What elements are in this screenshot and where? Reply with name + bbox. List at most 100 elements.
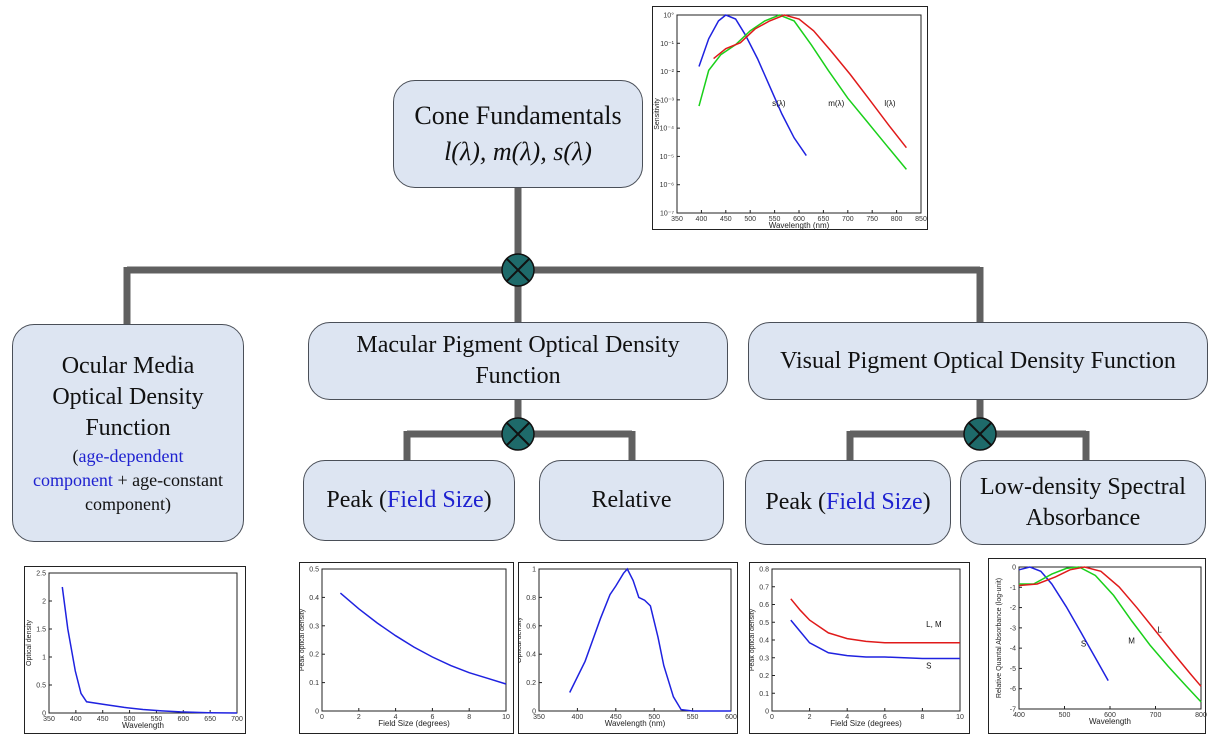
x-tick-label: 450 — [97, 716, 109, 723]
y-axis-label: Sensitivity — [654, 98, 661, 130]
x-axis-label: Wavelength (nm) — [605, 719, 666, 728]
visual-field-size-text: Field Size — [826, 489, 923, 515]
x-tick-label: 700 — [1150, 712, 1162, 719]
age-dependent-text: age-dependent — [78, 445, 184, 466]
x-tick-label: 4 — [394, 714, 398, 721]
x-tick-label: 2 — [357, 714, 361, 721]
x-tick-label: 0 — [770, 714, 774, 721]
x-tick-label: 500 — [648, 714, 660, 721]
x-tick-label: 350 — [43, 716, 55, 723]
y-tick-label: -1 — [1010, 585, 1016, 592]
y-tick-label: 10⁻¹ — [660, 41, 674, 48]
x-tick-label: 400 — [1013, 712, 1025, 719]
ocular-subtitle: (age-dependent component + age-constant … — [33, 444, 223, 516]
y-tick-label: 10⁻⁵ — [660, 154, 674, 161]
ocular-last-line: component) — [85, 493, 171, 514]
plot-frame — [48, 572, 238, 714]
cone-fundamentals-box: Cone Fundamentals l(λ), m(λ), s(λ) — [393, 80, 643, 188]
x-tick-label: 800 — [891, 216, 903, 223]
x-axis-label: Field Size (degrees) — [378, 719, 450, 728]
y-tick-label: 0.1 — [759, 691, 769, 698]
low-density-box: Low-density Spectral Absorbance — [960, 460, 1206, 545]
visual-peak-suffix: ) — [922, 489, 931, 515]
ocular-title-line1: Ocular Media — [61, 352, 195, 379]
visual-peak-chart: 0 2 4 6 8 10 0 0.1 0.2 0.3 0.4 0.5 0.6 0.7 0.8 Field Si… — [749, 562, 970, 734]
macular-relative-label: Relative — [591, 487, 672, 513]
macular-title-line2: Function — [475, 363, 561, 389]
y-tick-label: 2 — [42, 599, 46, 606]
y-tick-label: 2.5 — [36, 571, 46, 578]
lm-curve-label: L, M — [926, 620, 942, 629]
x-tick-label: 8 — [920, 714, 924, 721]
s-curve-label: S — [1081, 640, 1086, 649]
y-tick-label: 0.6 — [526, 623, 536, 630]
y-tick-label: 0.3 — [309, 623, 319, 630]
junction-node-visual — [963, 417, 997, 451]
s-absorbance-curve — [1018, 566, 1109, 681]
y-tick-label: 0.4 — [526, 652, 536, 659]
m-cone-curve — [698, 14, 907, 170]
l-cone-curve — [713, 14, 907, 149]
y-tick-label: -3 — [1010, 625, 1016, 632]
x-tick-label: 500 — [1059, 712, 1071, 719]
x-tick-label: 8 — [467, 714, 471, 721]
macular-peak-chart: 0 2 4 6 8 10 0 0.1 0.2 0.3 0.4 0.5 Field Size (degre… — [299, 562, 514, 734]
y-tick-label: -2 — [1010, 605, 1016, 612]
y-tick-label: 0.2 — [309, 652, 319, 659]
y-tick-label: 1 — [532, 567, 536, 574]
y-tick-label: 0.6 — [759, 602, 769, 609]
y-axis-label: Peak optical density — [750, 608, 756, 671]
macular-relative-box: Relative — [539, 460, 724, 541]
x-tick-label: 400 — [70, 716, 82, 723]
l-curve-label: l(λ) — [884, 99, 895, 108]
y-tick-label: 0.5 — [309, 567, 319, 574]
y-tick-label: 0 — [532, 709, 536, 716]
lm-peak-curve — [790, 598, 960, 644]
y-tick-label: -5 — [1010, 666, 1016, 673]
x-tick-label: 700 — [231, 716, 243, 723]
y-tick-label: -4 — [1010, 646, 1016, 653]
y-tick-label: 10⁻³ — [660, 97, 674, 104]
plot-frame — [321, 568, 507, 712]
x-tick-label: 350 — [671, 216, 683, 223]
x-tick-label: 400 — [696, 216, 708, 223]
x-tick-label: 600 — [177, 716, 189, 723]
y-tick-label: 1 — [42, 655, 46, 662]
junction-node-macular — [501, 417, 535, 451]
x-tick-label: 650 — [204, 716, 216, 723]
ocular-media-box: Ocular Media Optical Density Function (a… — [12, 324, 244, 542]
visual-title: Visual Pigment Optical Density Function — [780, 347, 1176, 374]
plot-frame — [771, 568, 961, 712]
m-absorbance-curve — [1019, 566, 1202, 703]
macular-relative-curve — [569, 567, 731, 712]
x-tick-label: 450 — [720, 216, 732, 223]
visual-peak-box: Peak (Field Size) — [745, 460, 951, 545]
x-tick-label: 600 — [793, 216, 805, 223]
y-tick-label: 0 — [42, 711, 46, 718]
y-tick-label: 0 — [1012, 565, 1016, 572]
x-tick-label: 500 — [744, 216, 756, 223]
ocular-title-line3: Function — [85, 414, 171, 441]
y-axis-label: Optical density — [26, 620, 33, 666]
x-tick-label: 6 — [883, 714, 887, 721]
y-tick-label: 0.4 — [309, 595, 319, 602]
l-curve-label: L — [1157, 625, 1162, 634]
y-tick-label: 0.5 — [759, 620, 769, 627]
macular-peak-suffix: ) — [483, 487, 492, 513]
ocular-density-chart: 350 400 450 500 550 600 650 700 0 0.5 1 1.5 2 2.5 Wave… — [24, 566, 246, 734]
y-tick-label: 0.3 — [759, 655, 769, 662]
y-tick-label: 10⁻² — [660, 69, 674, 76]
macular-title-line1: Macular Pigment Optical Density — [356, 332, 680, 358]
cone-sensitivity-chart: 350 400 450 500 550 600 650 700 750 800 850 10° 10⁻¹… — [652, 6, 928, 230]
y-tick-label: 0.2 — [759, 673, 769, 680]
x-tick-label: 750 — [866, 216, 878, 223]
junction-node-top — [501, 253, 535, 287]
x-tick-label: 2 — [808, 714, 812, 721]
x-tick-label: 600 — [725, 714, 737, 721]
y-tick-label: 0.2 — [526, 680, 536, 687]
macular-peak-curve — [339, 592, 507, 685]
y-tick-label: 10⁻⁷ — [660, 211, 674, 218]
x-tick-label: 800 — [1195, 712, 1207, 719]
cone-fundamentals-title: Cone Fundamentals — [414, 101, 622, 130]
x-tick-label: 550 — [151, 716, 163, 723]
